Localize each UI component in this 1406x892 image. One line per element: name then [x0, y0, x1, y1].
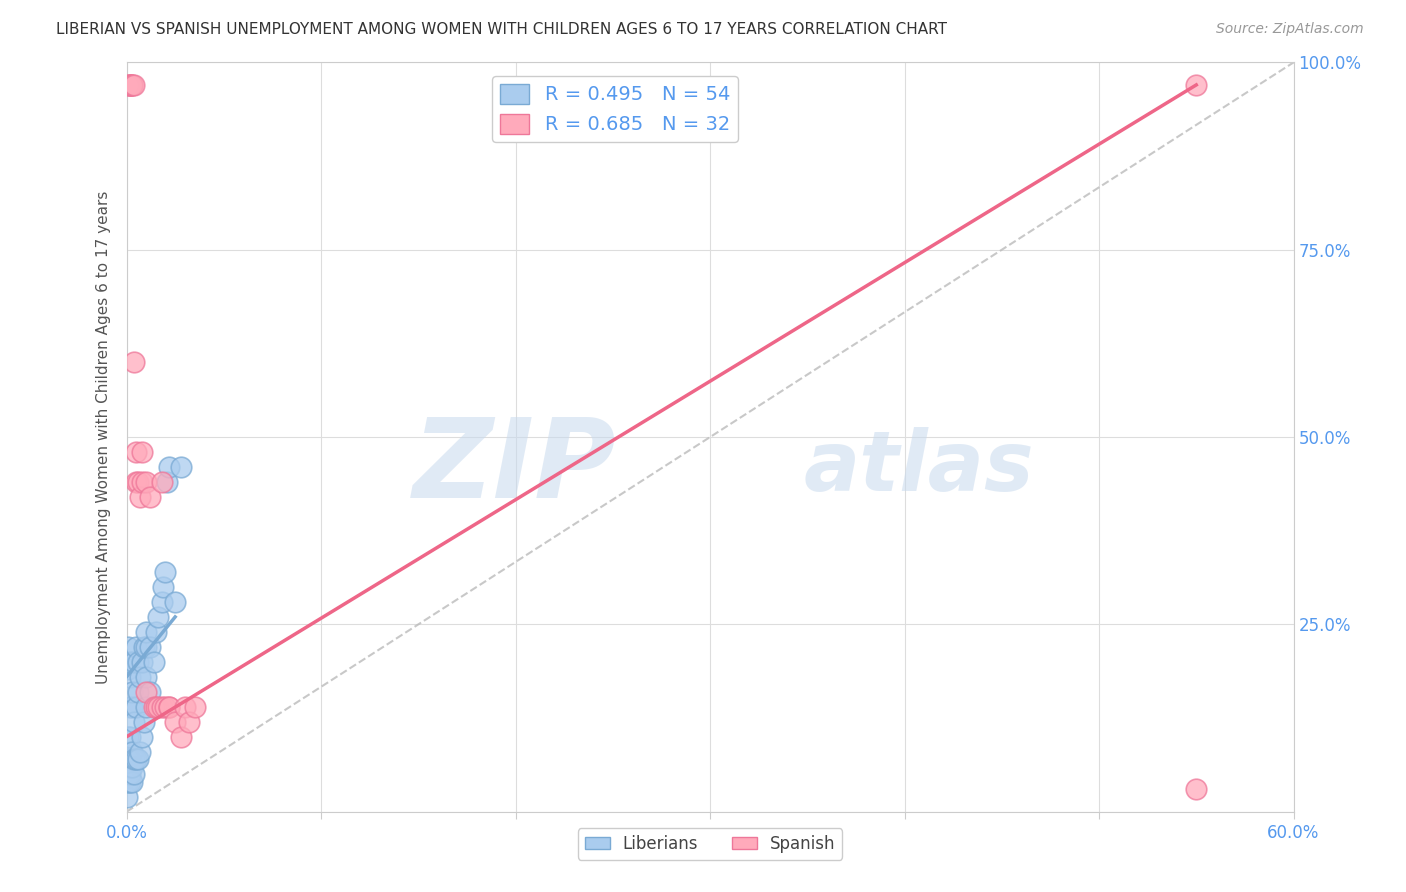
- Point: [121, 745, 143, 759]
- Point: [124, 78, 146, 92]
- Point: [174, 699, 197, 714]
- Point: [127, 685, 149, 699]
- Text: LIBERIAN VS SPANISH UNEMPLOYMENT AMONG WOMEN WITH CHILDREN AGES 6 TO 17 YEARS CO: LIBERIAN VS SPANISH UNEMPLOYMENT AMONG W…: [56, 22, 948, 37]
- Point: [170, 730, 193, 744]
- Point: [139, 685, 162, 699]
- Point: [124, 752, 146, 766]
- Point: [120, 670, 142, 684]
- Point: [125, 752, 148, 766]
- Point: [150, 595, 173, 609]
- Text: Source: ZipAtlas.com: Source: ZipAtlas.com: [1216, 22, 1364, 37]
- Point: [124, 767, 146, 781]
- Point: [150, 475, 173, 489]
- Legend: Liberians, Spanish: Liberians, Spanish: [578, 829, 842, 860]
- Point: [183, 699, 205, 714]
- Point: [120, 767, 142, 781]
- Point: [139, 490, 162, 504]
- Point: [1185, 782, 1208, 797]
- Point: [117, 78, 139, 92]
- Point: [145, 624, 167, 639]
- Point: [139, 640, 162, 654]
- Point: [145, 699, 167, 714]
- Point: [115, 774, 138, 789]
- Point: [121, 78, 143, 92]
- Point: [135, 699, 157, 714]
- Point: [117, 760, 139, 774]
- Point: [135, 670, 157, 684]
- Point: [135, 475, 157, 489]
- Point: [135, 685, 157, 699]
- Point: [146, 610, 169, 624]
- Point: [117, 752, 139, 766]
- Point: [156, 475, 179, 489]
- Point: [146, 699, 169, 714]
- Point: [142, 699, 165, 714]
- Point: [157, 460, 180, 475]
- Point: [170, 460, 193, 475]
- Point: [177, 714, 200, 729]
- Point: [120, 699, 142, 714]
- Point: [131, 445, 153, 459]
- Point: [131, 475, 153, 489]
- Point: [117, 730, 139, 744]
- Point: [155, 565, 177, 579]
- Point: [120, 78, 142, 92]
- Point: [120, 752, 142, 766]
- Point: [129, 670, 152, 684]
- Point: [131, 655, 153, 669]
- Point: [120, 774, 142, 789]
- Point: [157, 699, 180, 714]
- Point: [125, 445, 148, 459]
- Point: [120, 760, 142, 774]
- Point: [132, 640, 155, 654]
- Point: [120, 730, 142, 744]
- Point: [165, 595, 187, 609]
- Point: [121, 78, 143, 92]
- Point: [117, 745, 139, 759]
- Point: [125, 475, 148, 489]
- Point: [121, 699, 143, 714]
- Point: [127, 475, 149, 489]
- Point: [127, 752, 149, 766]
- Point: [115, 789, 138, 804]
- Point: [131, 730, 153, 744]
- Point: [124, 655, 146, 669]
- Point: [117, 774, 139, 789]
- Point: [124, 355, 146, 369]
- Point: [125, 640, 148, 654]
- Point: [120, 78, 142, 92]
- Point: [135, 640, 157, 654]
- Y-axis label: Unemployment Among Women with Children Ages 6 to 17 years: Unemployment Among Women with Children A…: [96, 190, 111, 684]
- Point: [150, 699, 173, 714]
- Point: [125, 699, 148, 714]
- Text: atlas: atlas: [803, 426, 1033, 508]
- Point: [152, 580, 174, 594]
- Point: [124, 714, 146, 729]
- Point: [120, 655, 142, 669]
- Point: [121, 774, 143, 789]
- Text: ZIP: ZIP: [413, 414, 617, 521]
- Point: [129, 745, 152, 759]
- Point: [129, 490, 152, 504]
- Point: [132, 714, 155, 729]
- Point: [1185, 78, 1208, 92]
- Point: [127, 655, 149, 669]
- Point: [155, 699, 177, 714]
- Point: [157, 699, 180, 714]
- Point: [142, 655, 165, 669]
- Point: [121, 685, 143, 699]
- Point: [117, 640, 139, 654]
- Point: [165, 714, 187, 729]
- Point: [117, 662, 139, 676]
- Point: [120, 78, 142, 92]
- Point: [121, 760, 143, 774]
- Point: [135, 624, 157, 639]
